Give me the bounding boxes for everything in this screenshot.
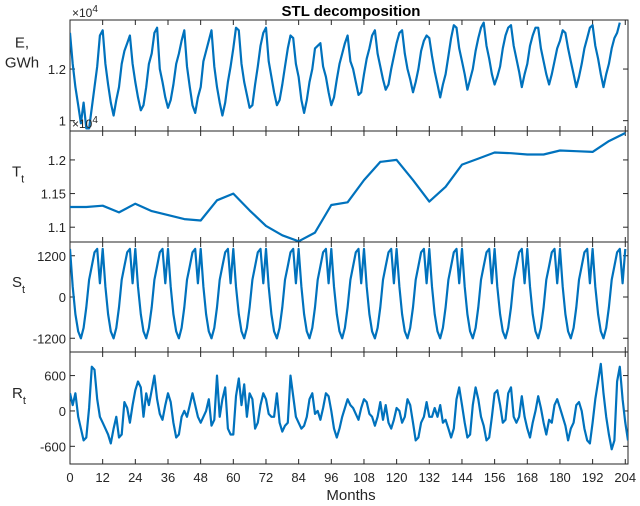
ytick-label-S-1: 0 bbox=[59, 290, 66, 305]
ytick-label-R-0: 600 bbox=[44, 369, 66, 384]
ylabel-unit-E: GWh bbox=[5, 55, 39, 72]
xtick-label-8: 96 bbox=[324, 470, 338, 485]
exponent-power-E: 4 bbox=[92, 4, 98, 15]
ylabel-E: E, bbox=[15, 35, 29, 52]
series-line-E bbox=[70, 21, 621, 130]
xtick-label-14: 168 bbox=[516, 470, 538, 485]
ytick-label-T-0: 1.2 bbox=[48, 153, 66, 168]
chart-title: STL decomposition bbox=[282, 3, 421, 20]
xtick-label-12: 144 bbox=[451, 470, 473, 485]
exponent-power-T: 4 bbox=[92, 115, 98, 126]
ytick-label-S-2: -1200 bbox=[33, 331, 66, 346]
ytick-label-T-2: 1.1 bbox=[48, 220, 66, 235]
series-line-R bbox=[70, 362, 628, 451]
xtick-label-10: 120 bbox=[386, 470, 408, 485]
xtick-label-16: 192 bbox=[582, 470, 604, 485]
ylabel-subscript-S: t bbox=[22, 284, 25, 296]
ylabel-S: St bbox=[12, 274, 25, 296]
exponent-label-E: ×104 bbox=[72, 4, 98, 20]
panel-E: 1.2 1 ×104 E, GWh bbox=[5, 4, 629, 132]
panel-R: 600 0 -600 Rt bbox=[12, 351, 629, 465]
x-axis-label: Months bbox=[326, 487, 375, 504]
series-line-S bbox=[70, 247, 627, 340]
ytick-label-R-2: -600 bbox=[40, 439, 66, 454]
xtick-label-4: 48 bbox=[193, 470, 207, 485]
xtick-label-9: 108 bbox=[353, 470, 375, 485]
ytick-label-E-1: 1 bbox=[59, 114, 66, 129]
xtick-label-3: 36 bbox=[161, 470, 175, 485]
xtick-label-11: 132 bbox=[418, 470, 440, 485]
ytick-label-R-1: 0 bbox=[59, 404, 66, 419]
xtick-label-2: 24 bbox=[128, 470, 142, 485]
x-axis: 0 12 24 36 48 60 72 84 96 108 120 132 144 156 168 180 19… bbox=[66, 470, 636, 485]
ylabel-R: Rt bbox=[12, 385, 26, 407]
series-line-T bbox=[70, 132, 626, 242]
ytick-label-E-0: 1.2 bbox=[48, 62, 66, 77]
xtick-label-7: 84 bbox=[291, 470, 305, 485]
xtick-label-17: 204 bbox=[614, 470, 636, 485]
panels: 1.21×104E,GWh1.21.151.1×104Tt12000-1200S… bbox=[5, 4, 629, 465]
xtick-label-1: 12 bbox=[95, 470, 109, 485]
ytick-label-T-1: 1.15 bbox=[41, 187, 66, 202]
xtick-label-6: 72 bbox=[259, 470, 273, 485]
xtick-label-5: 60 bbox=[226, 470, 240, 485]
ytick-label-S-0: 1200 bbox=[37, 249, 66, 264]
exponent-label-T: ×104 bbox=[72, 115, 98, 131]
ylabel-subscript-R: t bbox=[23, 395, 26, 407]
ylabel-subscript-T: t bbox=[21, 174, 24, 186]
panel-frame-R bbox=[69, 351, 629, 465]
panel-S: 1200 0 -1200 St bbox=[12, 241, 629, 353]
xtick-label-0: 0 bbox=[66, 470, 73, 485]
xtick-label-15: 180 bbox=[549, 470, 571, 485]
xtick-label-13: 156 bbox=[484, 470, 506, 485]
